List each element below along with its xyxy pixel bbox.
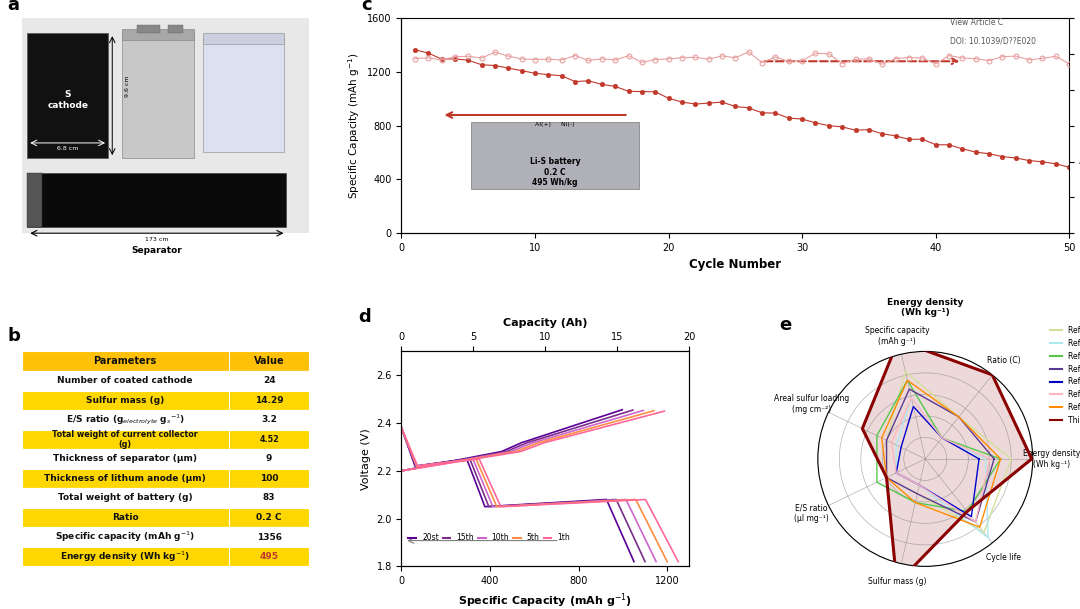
Text: Thickness of separator (μm): Thickness of separator (μm) (53, 454, 198, 463)
Bar (137, 25, 160, 33)
Text: 3.2: 3.2 (261, 415, 278, 424)
Bar (22, 508, 309, 527)
Text: DOI: 10.1039/D??E020: DOI: 10.1039/D??E020 (950, 37, 1037, 46)
Text: 14.29: 14.29 (255, 396, 283, 405)
Text: View Article C: View Article C (950, 18, 1003, 27)
Bar (22, 351, 309, 371)
X-axis label: Capacity (Ah): Capacity (Ah) (503, 318, 588, 328)
Text: a: a (8, 0, 19, 14)
Bar (229, 469, 309, 488)
Bar (229, 527, 309, 547)
Text: Thickness of lithum anode (μm): Thickness of lithum anode (μm) (44, 474, 206, 483)
Text: 495: 495 (259, 552, 279, 561)
Bar (22, 429, 309, 449)
Text: 9: 9 (266, 454, 272, 463)
Text: 24: 24 (262, 376, 275, 385)
Y-axis label: Voltage (V): Voltage (V) (361, 428, 370, 490)
Bar (27, 173, 286, 227)
Text: e: e (779, 316, 792, 334)
Text: 83: 83 (262, 493, 275, 502)
Text: Energy density (Wh kg$^{-1}$): Energy density (Wh kg$^{-1}$) (60, 549, 190, 564)
X-axis label: Specific Capacity (mAh g$^{-1}$): Specific Capacity (mAh g$^{-1}$) (458, 592, 633, 609)
Bar (27, 33, 108, 158)
Bar (229, 449, 309, 469)
Text: Number of coated cathode: Number of coated cathode (57, 376, 193, 385)
Text: Parameters: Parameters (94, 356, 157, 366)
Text: d: d (359, 308, 372, 326)
Bar (22, 547, 309, 566)
Bar (122, 29, 194, 40)
Bar (27, 173, 42, 227)
Bar (229, 351, 309, 371)
Bar (22, 449, 309, 469)
Text: Sulfur mass (g): Sulfur mass (g) (86, 396, 164, 405)
Legend: 20st, 15th, 10th, 5th, 1th: 20st, 15th, 10th, 5th, 1th (405, 530, 573, 545)
Bar (22, 469, 309, 488)
Text: Total weight of battery (g): Total weight of battery (g) (58, 493, 192, 502)
X-axis label: Cycle Number: Cycle Number (689, 258, 782, 272)
Bar (122, 33, 194, 158)
Text: 100: 100 (260, 474, 279, 483)
Text: 6.8 cm: 6.8 cm (57, 146, 79, 152)
Text: Value: Value (254, 356, 284, 366)
Text: 9.6 cm: 9.6 cm (125, 75, 131, 97)
Text: E/S ratio (g$_{electrolyte}$ g$_s$$^{-1}$): E/S ratio (g$_{electrolyte}$ g$_s$$^{-1}… (66, 412, 185, 427)
Text: 173 cm: 173 cm (145, 237, 168, 242)
Bar (229, 508, 309, 527)
Bar (229, 488, 309, 508)
Bar (22, 527, 309, 547)
Title: Energy density
(Wh kg⁻¹): Energy density (Wh kg⁻¹) (887, 298, 963, 317)
Bar (22, 390, 309, 410)
Text: Specific capacity (mAh g$^{-1}$): Specific capacity (mAh g$^{-1}$) (55, 530, 195, 544)
Y-axis label: Specific Capacity (mAh g$^{-1}$): Specific Capacity (mAh g$^{-1}$) (346, 52, 362, 199)
Text: Separator: Separator (132, 245, 183, 255)
Text: 1356: 1356 (257, 532, 282, 541)
Bar (22, 371, 309, 390)
Polygon shape (862, 340, 1031, 583)
Bar (229, 390, 309, 410)
Bar (229, 429, 309, 449)
Bar (229, 371, 309, 390)
Legend: Ref. 24, Ref. 25, Ref. 26, Ref. 27, Ref. 28, Ref. 29, Ref. 30, This work: Ref. 24, Ref. 25, Ref. 26, Ref. 27, Ref.… (1048, 323, 1080, 428)
Text: 0.2 C: 0.2 C (256, 513, 282, 522)
Bar (229, 410, 309, 429)
Text: S
cathode: S cathode (48, 90, 89, 110)
Text: c: c (362, 0, 373, 14)
Text: Total weight of current collector
(g): Total weight of current collector (g) (52, 430, 198, 449)
Bar (22, 410, 309, 429)
Bar (168, 25, 183, 33)
Bar (229, 547, 309, 566)
Bar (203, 38, 283, 152)
Bar (22, 488, 309, 508)
Text: b: b (8, 327, 21, 345)
Text: 4.52: 4.52 (259, 435, 279, 444)
Text: Ratio: Ratio (112, 513, 138, 522)
Bar (203, 33, 283, 44)
